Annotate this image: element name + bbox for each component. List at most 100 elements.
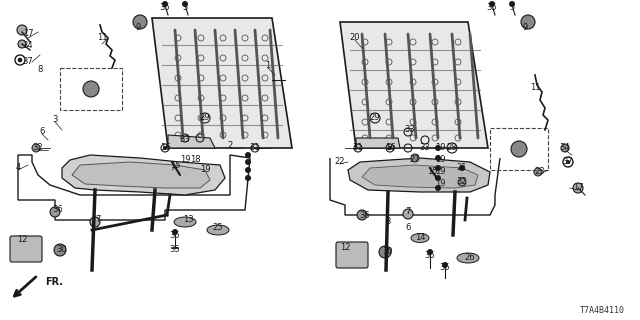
Ellipse shape [207,225,229,235]
Circle shape [435,145,441,151]
Text: 30: 30 [383,247,394,257]
Text: 35: 35 [170,245,180,254]
Circle shape [435,175,441,181]
Text: 35: 35 [486,4,497,12]
Text: 17: 17 [573,183,583,193]
Bar [490,128,548,170]
Polygon shape [72,162,210,188]
Text: 19: 19 [180,156,190,164]
Circle shape [435,165,441,171]
Circle shape [442,262,448,268]
Circle shape [245,152,251,158]
Polygon shape [356,138,400,148]
Ellipse shape [411,234,429,243]
Text: 3: 3 [385,218,390,227]
Text: 20: 20 [349,34,360,43]
Text: 23: 23 [534,167,545,177]
Circle shape [90,217,100,227]
Circle shape [245,167,251,173]
Polygon shape [362,165,478,188]
Text: 17: 17 [22,29,33,38]
Polygon shape [168,135,215,148]
Text: 32: 32 [457,178,467,187]
Polygon shape [152,18,292,148]
Text: 11: 11 [97,34,108,43]
Circle shape [427,249,433,255]
Text: 14: 14 [415,234,425,243]
Text: T7A4B4110: T7A4B4110 [580,306,625,315]
Circle shape [182,1,188,7]
Text: 6: 6 [39,127,45,137]
Text: 19: 19 [435,180,445,188]
Text: 3: 3 [52,116,58,124]
Text: 28: 28 [447,143,458,153]
Text: 32: 32 [33,143,44,153]
Text: 33: 33 [404,125,415,134]
Circle shape [245,159,251,165]
Circle shape [435,155,441,161]
Text: 35: 35 [160,4,170,12]
Text: 29: 29 [370,114,380,123]
Ellipse shape [174,217,196,227]
Ellipse shape [457,253,479,263]
Text: 1: 1 [266,60,271,69]
Circle shape [573,183,583,193]
Circle shape [18,58,22,62]
Circle shape [163,146,167,150]
Text: 12: 12 [340,244,350,252]
Text: 19: 19 [435,143,445,153]
Text: 31: 31 [250,143,260,153]
Text: 9: 9 [136,23,141,33]
Polygon shape [348,158,490,192]
Text: 19: 19 [200,165,211,174]
Circle shape [561,144,569,152]
Text: 16: 16 [160,143,170,153]
Text: 33: 33 [420,143,430,153]
Text: 34: 34 [560,143,570,153]
Circle shape [459,165,465,171]
Circle shape [18,40,26,48]
Circle shape [379,246,391,258]
Bar [60,68,122,110]
Text: 5: 5 [509,4,515,12]
Circle shape [534,168,542,176]
Text: 5: 5 [182,4,188,12]
Text: 36: 36 [52,205,63,214]
Circle shape [133,15,147,29]
Text: 2: 2 [227,140,232,149]
FancyBboxPatch shape [336,242,368,268]
Text: 9: 9 [522,23,527,33]
Text: FR.: FR. [45,277,63,287]
Circle shape [17,25,27,35]
Text: 18: 18 [189,156,200,164]
Text: 30: 30 [57,245,67,254]
Circle shape [403,209,413,219]
Circle shape [458,178,466,186]
Text: 7: 7 [95,215,100,225]
Text: 16: 16 [385,143,396,153]
Text: 8: 8 [37,66,43,75]
Text: 7: 7 [405,207,411,217]
Circle shape [54,244,66,256]
Polygon shape [340,22,488,148]
Text: 19: 19 [435,156,445,164]
Text: 36: 36 [360,211,371,220]
Circle shape [357,210,367,220]
Text: 37: 37 [563,157,573,166]
Circle shape [435,185,441,191]
Text: 37: 37 [22,58,33,67]
Text: 34: 34 [22,42,33,51]
Text: 15: 15 [170,161,180,170]
Text: 11: 11 [530,84,540,92]
Text: 27: 27 [410,156,420,164]
Circle shape [489,1,495,7]
Circle shape [388,146,392,150]
Circle shape [411,154,419,162]
Polygon shape [62,155,225,195]
Text: 12: 12 [17,236,28,244]
FancyBboxPatch shape [10,236,42,262]
Circle shape [245,175,251,181]
Text: 33: 33 [180,135,190,145]
Text: 4: 4 [15,164,20,172]
Circle shape [521,15,535,29]
